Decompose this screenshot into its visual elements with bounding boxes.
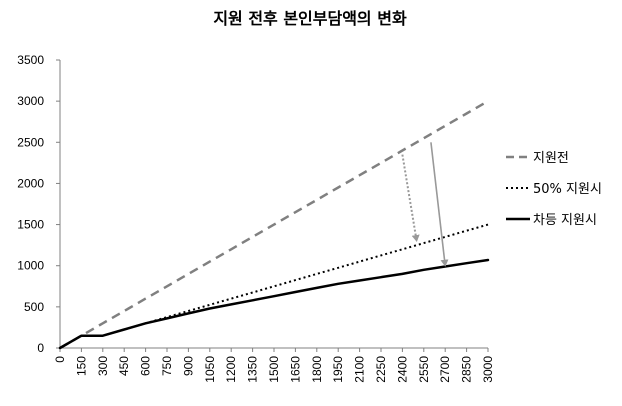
series-lines (58, 100, 490, 350)
y-tick-label: 0 (37, 341, 44, 355)
x-axis-ticks: 0 150 300 450 600 750 900 1050 1200 1350 1500 1650 1… (53, 348, 495, 383)
x-tick-label: 2400 (395, 356, 409, 383)
axes (59, 60, 488, 349)
series-line-3 (58, 258, 490, 350)
y-tick-label: 500 (24, 300, 44, 314)
x-tick-label: 600 (139, 356, 153, 376)
y-axis-ticks: 0 500 1000 1500 2000 2500 3000 3500 (17, 53, 60, 355)
y-tick-label: 2000 (17, 176, 44, 190)
x-tick-label: 750 (160, 356, 174, 376)
x-tick-label: 1650 (288, 356, 302, 383)
x-tick-label: 300 (96, 356, 110, 376)
y-tick-label: 1000 (17, 259, 44, 273)
x-tick-label: 150 (74, 356, 88, 376)
x-tick-label: 1950 (331, 356, 345, 383)
x-tick-label: 1800 (310, 356, 324, 383)
x-tick-label: 1200 (224, 356, 238, 383)
x-tick-label: 2100 (353, 356, 367, 383)
annotation-arrow-2 (430, 142, 449, 267)
x-tick-label: 900 (181, 356, 195, 376)
x-tick-label: 2250 (374, 356, 388, 383)
x-tick-label: 450 (117, 356, 131, 376)
x-tick-label: 1350 (246, 356, 260, 383)
annotation-arrows (401, 142, 449, 267)
legend-label: 50% 지원시 (533, 182, 602, 197)
annotation-arrow-1 (401, 154, 420, 243)
x-tick-label: 2850 (460, 356, 474, 383)
y-tick-label: 3000 (17, 94, 44, 108)
x-tick-label: 3000 (481, 356, 495, 383)
series-line-1 (59, 100, 489, 350)
legend-label: 지원전 (533, 151, 569, 166)
x-tick-label: 1050 (203, 356, 217, 383)
legend-label: 차등 지원시 (533, 213, 597, 228)
x-tick-label: 2550 (417, 356, 431, 383)
x-tick-label: 0 (53, 356, 67, 363)
y-tick-label: 3500 (17, 53, 44, 67)
x-tick-label: 2700 (438, 356, 452, 383)
y-tick-label: 2500 (17, 135, 44, 149)
x-tick-label: 1500 (267, 356, 281, 383)
y-tick-label: 1500 (17, 218, 44, 232)
chart-title: 지원 전후 본인부담액의 변화 (213, 9, 407, 28)
